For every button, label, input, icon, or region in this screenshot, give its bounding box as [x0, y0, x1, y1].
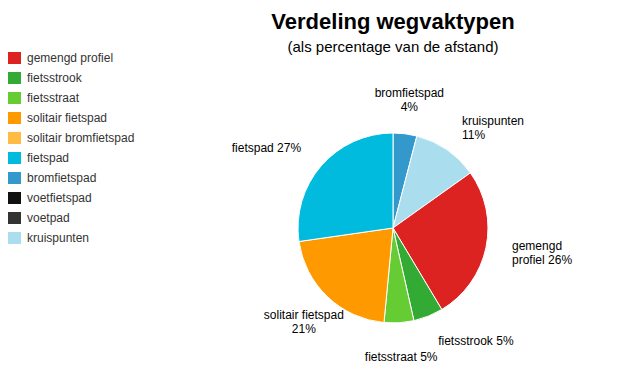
- html-text:fietspad: fietspad: [27, 151, 69, 165]
- html-text:solitair bromfietspad: solitair bromfietspad: [27, 131, 135, 145]
- html-text:solitair fietspad: solitair fietspad: [27, 111, 107, 125]
- html-text:kruispunten: kruispunten: [27, 231, 89, 245]
- svg-text:fietsstraat 5%: fietsstraat 5%: [365, 350, 438, 364]
- svg-text:kruispunten11%: kruispunten11%: [462, 114, 524, 142]
- html-text:Verdeling wegvaktypen: Verdeling wegvaktypen: [271, 9, 515, 34]
- html-text:voetpad: voetpad: [27, 211, 70, 225]
- svg-text:bromfietspad4%: bromfietspad4%: [375, 86, 444, 114]
- html-text:voetfietspad: voetfietspad: [27, 191, 92, 205]
- svg-text:fietsstrook 5%: fietsstrook 5%: [438, 334, 514, 348]
- html-text:(als percentage van de afstand: (als percentage van de afstand): [287, 38, 499, 55]
- html-text:bromfietspad: bromfietspad: [27, 171, 97, 185]
- html-text:gemengd profiel: gemengd profiel: [27, 51, 114, 65]
- svg-text:solitair fietspad21%: solitair fietspad21%: [264, 308, 344, 336]
- html-text:fietsstraat: fietsstraat: [27, 91, 79, 105]
- html-text:fietsstrook: fietsstrook: [27, 71, 82, 85]
- svg-text:gemengdprofiel 26%: gemengdprofiel 26%: [512, 239, 572, 267]
- svg-text:fietspad 27%: fietspad 27%: [232, 141, 302, 155]
